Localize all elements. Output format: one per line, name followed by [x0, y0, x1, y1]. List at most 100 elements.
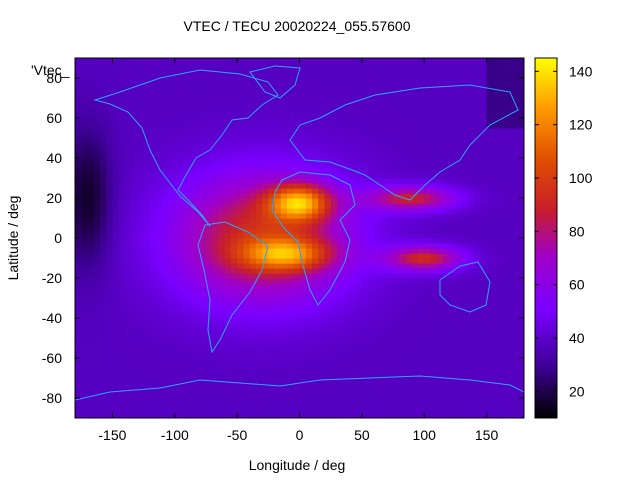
heatmap-cell — [255, 333, 263, 339]
heatmap-cell — [461, 193, 469, 199]
heatmap-cell — [293, 313, 301, 319]
heatmap-cell — [156, 148, 163, 154]
heatmap-cell — [255, 168, 263, 174]
heatmap-cell — [293, 188, 301, 194]
heatmap-cell — [386, 103, 394, 109]
heatmap-cell — [499, 293, 506, 299]
heatmap-cell — [480, 308, 488, 314]
heatmap-cell — [336, 123, 344, 129]
heatmap-cell — [287, 308, 294, 314]
heatmap-cell — [137, 218, 145, 224]
heatmap-cell — [174, 78, 182, 84]
heatmap-cell — [361, 183, 369, 189]
heatmap-cell — [87, 73, 95, 79]
heatmap-cell — [143, 203, 151, 209]
heatmap-cell — [293, 88, 301, 94]
heatmap-cell — [499, 408, 506, 414]
heatmap-cell — [87, 233, 95, 239]
heatmap-cell — [455, 283, 463, 289]
heatmap-cell — [106, 293, 114, 299]
heatmap-cell — [343, 138, 350, 144]
heatmap-cell — [368, 158, 375, 164]
heatmap-cell — [349, 113, 357, 119]
heatmap-cell — [99, 98, 107, 104]
heatmap-cell — [411, 253, 419, 259]
heatmap-cell — [436, 308, 444, 314]
heatmap-cell — [430, 273, 438, 279]
heatmap-cell — [368, 383, 375, 389]
heatmap-cell — [449, 338, 457, 344]
heatmap-cell — [467, 118, 475, 124]
heatmap-cell — [187, 348, 195, 354]
heatmap-cell — [505, 303, 513, 309]
heatmap-cell — [118, 163, 126, 169]
heatmap-cell — [480, 293, 488, 299]
heatmap-cell — [299, 248, 307, 254]
heatmap-cell — [299, 148, 307, 154]
heatmap-cell — [212, 363, 220, 369]
heatmap-cell — [461, 133, 469, 139]
heatmap-cell — [324, 188, 332, 194]
heatmap-cell — [311, 113, 319, 119]
heatmap-cell — [374, 318, 382, 324]
heatmap-cell — [212, 238, 220, 244]
heatmap-cell — [474, 223, 481, 229]
heatmap-cell — [311, 213, 319, 219]
heatmap-cell — [343, 288, 350, 294]
heatmap-cell — [511, 208, 519, 214]
heatmap-cell — [131, 198, 138, 204]
heatmap-cell — [299, 338, 307, 344]
heatmap-cell — [511, 353, 519, 359]
heatmap-cell — [124, 383, 132, 389]
heatmap-cell — [368, 73, 375, 79]
heatmap-cell — [218, 163, 226, 169]
heatmap-cell — [474, 298, 481, 304]
heatmap-cell — [355, 228, 363, 234]
heatmap-cell — [106, 263, 114, 269]
heatmap-cell — [311, 88, 319, 94]
heatmap-cell — [436, 178, 444, 184]
heatmap-cell — [442, 283, 450, 289]
heatmap-cell — [187, 293, 195, 299]
heatmap-cell — [93, 188, 101, 194]
heatmap-cell — [237, 368, 244, 374]
heatmap-cell — [430, 308, 438, 314]
heatmap-cell — [205, 208, 213, 214]
heatmap-cell — [511, 168, 519, 174]
heatmap-cell — [280, 368, 288, 374]
heatmap-cell — [156, 113, 163, 119]
heatmap-cell — [143, 178, 151, 184]
heatmap-cell — [149, 403, 157, 409]
heatmap-cell — [81, 68, 89, 74]
heatmap-cell — [143, 93, 151, 99]
heatmap-cell — [405, 338, 413, 344]
heatmap-cell — [505, 233, 513, 239]
heatmap-cell — [368, 288, 375, 294]
heatmap-cell — [99, 258, 107, 264]
heatmap-cell — [205, 358, 213, 364]
heatmap-cell — [143, 333, 151, 339]
heatmap-cell — [486, 98, 494, 104]
heatmap-cell — [187, 238, 195, 244]
heatmap-cell — [224, 268, 232, 274]
heatmap-cell — [218, 83, 226, 89]
heatmap-cell — [174, 258, 182, 264]
heatmap-cell — [162, 383, 170, 389]
heatmap-cell — [93, 233, 101, 239]
heatmap-cell — [380, 263, 388, 269]
heatmap-cell — [505, 273, 513, 279]
heatmap-cell — [137, 373, 145, 379]
heatmap-cell — [417, 378, 425, 384]
heatmap-cell — [474, 243, 481, 249]
heatmap-cell — [143, 163, 151, 169]
heatmap-cell — [212, 338, 220, 344]
heatmap-cell — [274, 93, 282, 99]
heatmap-cell — [131, 413, 138, 418]
heatmap-cell — [81, 408, 89, 414]
heatmap-cell — [199, 123, 207, 129]
heatmap-cell — [137, 98, 145, 104]
heatmap-cell — [486, 238, 494, 244]
heatmap-cell — [349, 253, 357, 259]
heatmap-cell — [318, 83, 326, 89]
heatmap-cell — [380, 168, 388, 174]
